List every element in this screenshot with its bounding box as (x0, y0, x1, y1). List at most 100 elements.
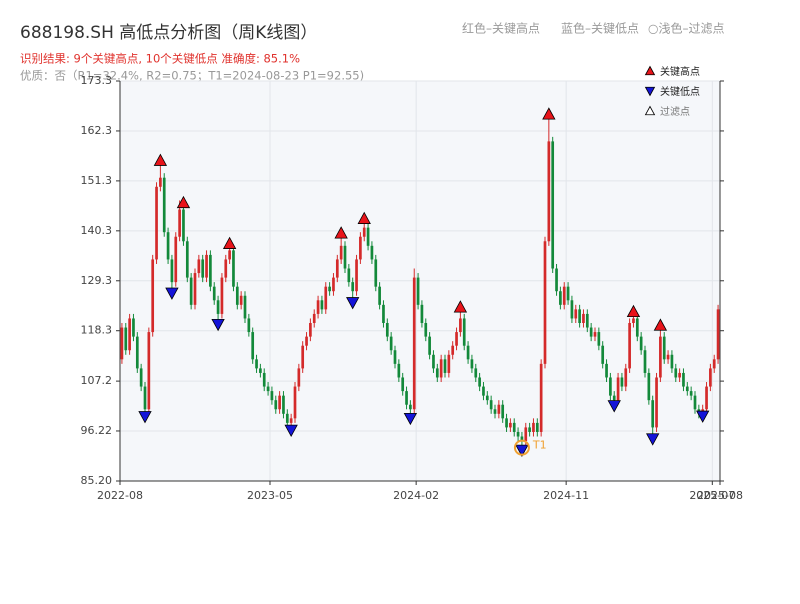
candle-body (393, 350, 397, 364)
legend-marker (644, 86, 656, 97)
key-high-marker (542, 107, 556, 120)
chart-title: 688198.SH 高低点分析图（周K线图） (20, 23, 317, 43)
candle-body (347, 268, 351, 283)
key-low-marker (165, 287, 179, 300)
candle-body (482, 386, 485, 396)
candle-body (585, 313, 589, 328)
candle-body (185, 241, 189, 278)
key-low-marker (696, 410, 710, 423)
candle-body (205, 254, 208, 278)
candle-body (459, 318, 462, 333)
candle-body (224, 259, 228, 278)
candle-body (359, 236, 362, 260)
candle-body (589, 327, 593, 337)
candle-body (374, 259, 378, 287)
candle-body (132, 318, 135, 337)
candle-body (493, 409, 497, 414)
candle-body (628, 322, 631, 369)
candle-body (312, 313, 316, 323)
candle-body (339, 245, 343, 260)
candle-body (316, 300, 320, 314)
candle-body (274, 400, 278, 410)
candle-body (635, 318, 639, 337)
candle-body (570, 300, 574, 319)
candle-body (693, 395, 697, 410)
candle-body (647, 372, 651, 401)
candle-body (166, 232, 170, 260)
key-high-marker (334, 226, 348, 239)
y-tick-label: 107.2 (81, 374, 113, 387)
candle-body (309, 322, 312, 337)
candle-body (139, 368, 143, 387)
candle-body (520, 436, 524, 442)
candle-body (501, 404, 505, 419)
candle-body (420, 304, 424, 323)
candle-body (416, 277, 420, 305)
candle-body (512, 422, 516, 432)
candle-body (443, 359, 447, 373)
candle-body (559, 291, 562, 305)
candle-body (470, 359, 474, 369)
candle-body (409, 404, 412, 410)
candle-body (678, 372, 681, 378)
candle-body (532, 422, 535, 432)
candle-body (451, 345, 455, 355)
candle-body (293, 386, 297, 419)
x-tick-label: 2024-11 (543, 489, 589, 502)
candle-body (259, 368, 262, 373)
candle-body (435, 368, 439, 378)
y-tick-label: 162.3 (81, 124, 113, 137)
candle-body (605, 363, 608, 378)
candle-body (593, 332, 597, 337)
candle-body (524, 427, 528, 442)
candle-body (439, 359, 443, 378)
key-low-marker (646, 433, 660, 446)
candle-body (247, 318, 251, 333)
candle-body (220, 277, 224, 314)
candle-body (478, 377, 481, 387)
legend-marker (644, 65, 656, 76)
candle-body (551, 141, 555, 269)
candle-body (616, 377, 620, 401)
candle-body (285, 413, 289, 423)
candle-body (578, 309, 581, 323)
candle-body (624, 368, 628, 387)
candle-body (639, 336, 643, 351)
candle-body (282, 395, 285, 414)
candle-body (162, 177, 166, 233)
candle-body (178, 209, 181, 237)
legend-label: 过滤点 (660, 105, 690, 118)
candle-body (351, 282, 355, 292)
candle-body (378, 286, 381, 305)
candle-body (174, 236, 178, 283)
candle-body (497, 404, 501, 414)
key-high-marker (653, 318, 668, 331)
quality-note: 优质：否（R1=32.4%, R2=0.75；T1=2024-08-23 P1=… (20, 69, 364, 83)
candle-body (262, 372, 266, 387)
y-tick-label: 151.3 (81, 174, 113, 187)
y-tick-label: 140.3 (81, 224, 113, 237)
candle-body (682, 372, 685, 387)
candle-body (466, 345, 470, 360)
candle-body (320, 300, 324, 310)
key-low-marker (607, 400, 621, 413)
candle-body (424, 322, 428, 337)
candle-body (712, 359, 716, 369)
t1-marker (513, 439, 530, 456)
candle-body (289, 418, 293, 423)
y-tick-label: 85.20 (81, 474, 113, 487)
x-tick-label: 2023-05 (247, 489, 293, 502)
candle-body (539, 363, 543, 432)
key-low-marker (403, 412, 418, 426)
candle-body (405, 391, 408, 405)
candle-body (151, 259, 155, 333)
key-high-marker (453, 300, 468, 313)
candle-body (278, 395, 281, 410)
candle-body (670, 354, 674, 369)
candle-body (370, 245, 374, 260)
candle-body (305, 336, 308, 346)
key-low-marker (284, 424, 298, 437)
key-high-marker (176, 195, 191, 209)
candle-body (328, 286, 331, 292)
y-tick-label: 129.3 (81, 274, 113, 287)
